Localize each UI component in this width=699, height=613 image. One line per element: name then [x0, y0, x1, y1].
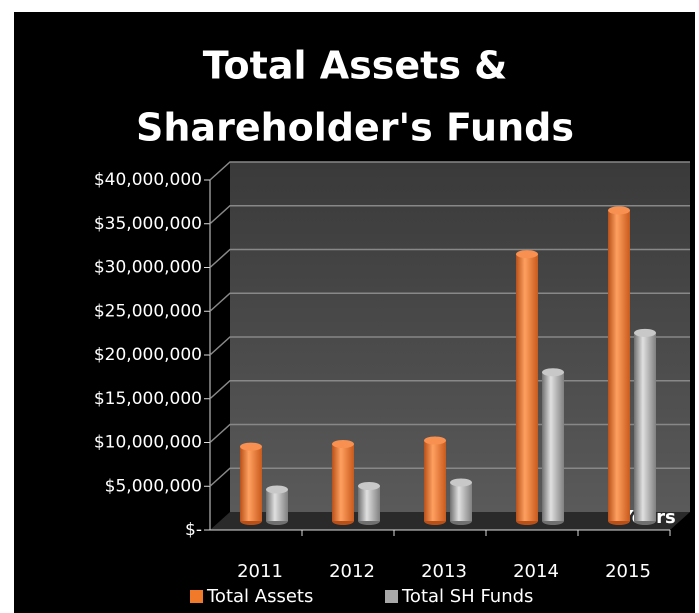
bar-cap	[450, 478, 472, 487]
x-tick-label: 2013	[421, 561, 467, 582]
y-tick-label: $5,000,000	[105, 476, 202, 496]
grid-line	[209, 161, 690, 181]
x-tick-label: 2011	[237, 561, 283, 582]
x-tick-label: 2015	[605, 561, 651, 582]
x-tick-label: 2012	[329, 561, 375, 582]
bar	[358, 486, 380, 521]
bar-cap	[332, 440, 354, 448]
y-tick-label: $10,000,000	[94, 433, 202, 453]
bar-cap	[240, 442, 262, 451]
grid-line	[209, 248, 690, 269]
bar	[516, 254, 538, 521]
bar	[332, 444, 354, 521]
bar-cap	[608, 206, 630, 215]
bar-cap	[634, 328, 656, 337]
legend-label: Total Assets	[206, 586, 313, 607]
y-tick-label: $35,000,000	[94, 214, 202, 234]
bar-cap	[266, 485, 288, 494]
y-tick-label: $25,000,000	[94, 301, 202, 321]
y-tick-label: $15,000,000	[94, 389, 202, 409]
x-tick-label: 2014	[513, 561, 559, 582]
y-tick-label: $-	[185, 520, 202, 540]
bar-cap	[424, 436, 446, 445]
chart-title: Total Assets &	[203, 44, 508, 88]
legend-swatch	[190, 590, 203, 603]
bar	[266, 489, 288, 521]
bar	[240, 446, 262, 521]
bar-cap	[542, 368, 564, 377]
bar	[542, 372, 564, 521]
bar	[450, 482, 472, 521]
y-tick-label: $30,000,000	[94, 258, 202, 278]
bar	[424, 440, 446, 521]
legend-swatch	[385, 590, 398, 603]
bar	[634, 332, 656, 521]
chart-title: Shareholder's Funds	[136, 106, 574, 150]
bar-cap	[516, 250, 538, 259]
bar	[608, 210, 630, 521]
y-tick-label: $20,000,000	[94, 345, 202, 365]
y-tick-label: $40,000,000	[94, 170, 202, 190]
grid-line	[209, 205, 690, 225]
legend-label: Total SH Funds	[401, 586, 533, 607]
bar-cap	[358, 482, 380, 490]
